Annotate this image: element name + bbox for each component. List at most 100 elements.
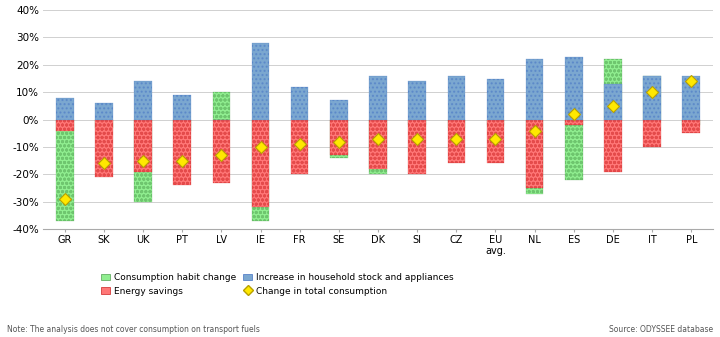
Bar [291, 87, 308, 120]
Bar [95, 120, 113, 177]
Bar [95, 120, 113, 177]
Bar [212, 92, 230, 120]
Bar [565, 120, 582, 125]
Bar [56, 120, 73, 130]
Bar [448, 120, 465, 163]
Bar [252, 43, 269, 120]
Bar [252, 43, 269, 120]
Bar [683, 120, 700, 125]
Bar [487, 79, 504, 120]
Bar [448, 120, 465, 128]
Bar [683, 76, 700, 120]
Bar [212, 92, 230, 120]
Bar [448, 120, 465, 163]
Bar [369, 76, 387, 120]
Bar [683, 76, 700, 120]
Legend: Consumption habit change, Energy savings, Increase in household stock and applia: Consumption habit change, Energy savings… [102, 273, 454, 296]
Bar [487, 120, 504, 163]
Bar [565, 120, 582, 125]
Bar [291, 87, 308, 120]
Bar [604, 59, 622, 120]
Bar [252, 120, 269, 221]
Bar [174, 120, 191, 130]
Bar [95, 120, 113, 128]
Bar [56, 120, 73, 221]
Bar [134, 81, 152, 120]
Bar [134, 120, 152, 172]
Bar [95, 120, 113, 128]
Bar [526, 120, 544, 193]
Bar [604, 120, 622, 172]
Bar [56, 120, 73, 221]
Bar [448, 120, 465, 128]
Bar [565, 57, 582, 120]
Bar [448, 76, 465, 120]
Bar [134, 120, 152, 202]
Bar [643, 120, 661, 147]
Bar [565, 120, 582, 180]
Bar [565, 57, 582, 120]
Bar [565, 120, 582, 180]
Bar [487, 79, 504, 120]
Bar [604, 84, 622, 120]
Bar [604, 120, 622, 172]
Bar [643, 76, 661, 120]
Bar [408, 120, 426, 174]
Bar [134, 81, 152, 120]
Bar [252, 120, 269, 207]
Bar [330, 100, 348, 120]
Bar [643, 76, 661, 120]
Bar [95, 103, 113, 120]
Bar [369, 76, 387, 120]
Bar [56, 98, 73, 120]
Bar [408, 120, 426, 174]
Bar [643, 76, 661, 120]
Bar [330, 120, 348, 158]
Bar [604, 84, 622, 120]
Bar [526, 120, 544, 188]
Bar [134, 120, 152, 202]
Bar [134, 120, 152, 172]
Bar [526, 59, 544, 120]
Bar [408, 81, 426, 120]
Text: Note: The analysis does not cover consumption on transport fuels: Note: The analysis does not cover consum… [7, 325, 260, 334]
Bar [448, 76, 465, 120]
Bar [174, 120, 191, 185]
Bar [330, 100, 348, 120]
Bar [330, 120, 348, 155]
Bar [487, 120, 504, 163]
Bar [174, 120, 191, 185]
Bar [643, 120, 661, 147]
Bar [291, 120, 308, 174]
Bar [683, 120, 700, 133]
Bar [526, 120, 544, 188]
Text: Source: ODYSSEE database: Source: ODYSSEE database [608, 325, 713, 334]
Bar [487, 120, 504, 125]
Bar [212, 120, 230, 183]
Bar [330, 120, 348, 158]
Bar [683, 120, 700, 133]
Bar [369, 120, 387, 174]
Bar [252, 120, 269, 221]
Bar [683, 120, 700, 125]
Bar [291, 120, 308, 174]
Bar [369, 120, 387, 169]
Bar [212, 120, 230, 183]
Bar [408, 120, 426, 125]
Bar [174, 120, 191, 130]
Bar [487, 120, 504, 125]
Bar [604, 59, 622, 120]
Bar [526, 120, 544, 193]
Bar [95, 103, 113, 120]
Bar [643, 76, 661, 120]
Bar [56, 120, 73, 130]
Bar [330, 120, 348, 155]
Bar [174, 95, 191, 120]
Bar [526, 59, 544, 120]
Bar [408, 81, 426, 120]
Bar [369, 120, 387, 174]
Bar [369, 120, 387, 169]
Bar [56, 98, 73, 120]
Bar [408, 120, 426, 125]
Bar [252, 120, 269, 207]
